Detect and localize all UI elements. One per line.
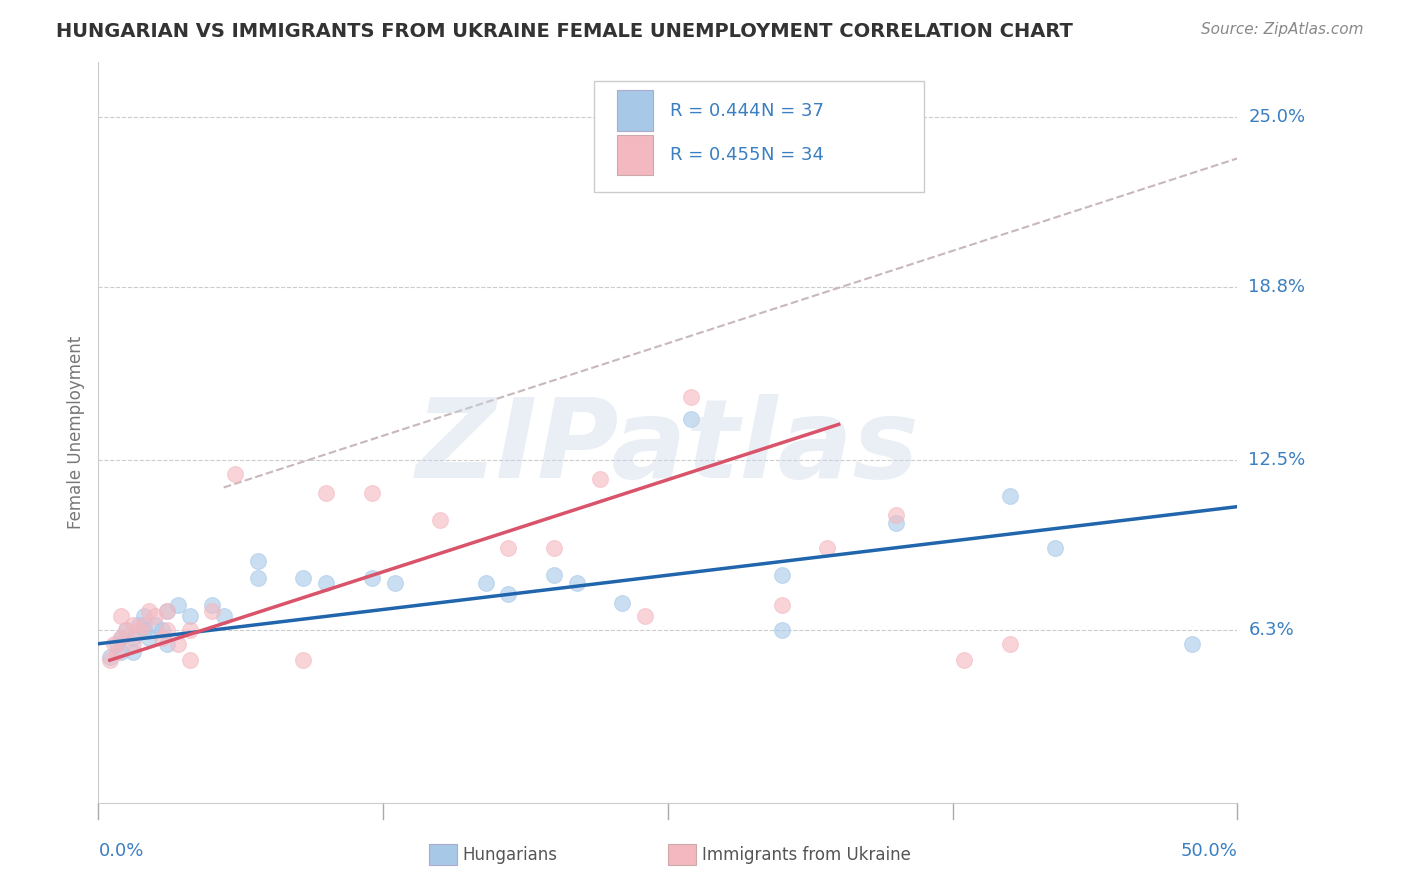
Text: Hungarians: Hungarians <box>463 846 558 863</box>
Point <box>132 623 155 637</box>
Point <box>360 571 382 585</box>
Point <box>498 541 520 555</box>
Point <box>156 637 179 651</box>
Text: ZIPatlas: ZIPatlas <box>416 394 920 501</box>
Point <box>1043 541 1066 555</box>
Text: 50.0%: 50.0% <box>1181 842 1237 860</box>
Point <box>998 637 1021 651</box>
Text: 25.0%: 25.0% <box>1249 108 1306 127</box>
Point <box>167 637 190 651</box>
FancyBboxPatch shape <box>617 90 652 131</box>
Point <box>156 604 179 618</box>
Point <box>770 623 793 637</box>
Point <box>167 599 190 613</box>
Point <box>128 617 150 632</box>
Point <box>98 653 121 667</box>
Point <box>679 390 702 404</box>
Point <box>588 472 610 486</box>
Point <box>110 645 132 659</box>
Point <box>105 645 128 659</box>
FancyBboxPatch shape <box>429 844 457 865</box>
Point <box>128 623 150 637</box>
Point <box>360 486 382 500</box>
Point <box>543 568 565 582</box>
Point <box>110 632 132 646</box>
Text: Source: ZipAtlas.com: Source: ZipAtlas.com <box>1201 22 1364 37</box>
Point <box>634 609 657 624</box>
Point <box>212 609 235 624</box>
Point <box>114 623 136 637</box>
Point <box>292 571 315 585</box>
Point <box>884 508 907 522</box>
Point <box>145 609 167 624</box>
Point <box>121 645 143 659</box>
Text: N = 34: N = 34 <box>761 146 824 164</box>
Point <box>1181 637 1204 651</box>
Text: R = 0.444: R = 0.444 <box>671 102 761 120</box>
Point <box>384 576 406 591</box>
Point <box>156 604 179 618</box>
Point <box>201 599 224 613</box>
Point <box>429 513 451 527</box>
Point <box>150 623 173 637</box>
Point <box>498 587 520 601</box>
Point <box>998 489 1021 503</box>
Point <box>105 637 128 651</box>
Point <box>543 541 565 555</box>
Point <box>179 609 201 624</box>
Point <box>953 653 976 667</box>
Point <box>138 632 160 646</box>
Point <box>884 516 907 530</box>
Point <box>179 653 201 667</box>
FancyBboxPatch shape <box>668 844 696 865</box>
Text: 0.0%: 0.0% <box>98 842 143 860</box>
Text: 12.5%: 12.5% <box>1249 451 1306 469</box>
Point <box>474 576 496 591</box>
Point <box>132 609 155 624</box>
Point <box>150 632 173 646</box>
Point <box>98 650 121 665</box>
Point <box>110 609 132 624</box>
Point <box>179 623 201 637</box>
Point <box>201 604 224 618</box>
Point <box>132 617 155 632</box>
Point <box>121 632 143 646</box>
Point <box>138 604 160 618</box>
Text: 18.8%: 18.8% <box>1249 278 1305 296</box>
Text: HUNGARIAN VS IMMIGRANTS FROM UKRAINE FEMALE UNEMPLOYMENT CORRELATION CHART: HUNGARIAN VS IMMIGRANTS FROM UKRAINE FEM… <box>56 22 1073 41</box>
Text: 6.3%: 6.3% <box>1249 621 1294 639</box>
Point <box>224 467 246 481</box>
Text: N = 37: N = 37 <box>761 102 824 120</box>
Point <box>612 596 634 610</box>
Point <box>315 486 337 500</box>
Y-axis label: Female Unemployment: Female Unemployment <box>66 336 84 529</box>
FancyBboxPatch shape <box>617 135 652 176</box>
Text: Immigrants from Ukraine: Immigrants from Ukraine <box>702 846 911 863</box>
Point <box>815 541 838 555</box>
Point <box>114 623 136 637</box>
Point <box>292 653 315 667</box>
Point <box>110 632 132 646</box>
Point <box>770 599 793 613</box>
Text: R = 0.455: R = 0.455 <box>671 146 761 164</box>
Point <box>121 637 143 651</box>
Point <box>246 571 269 585</box>
Point <box>121 617 143 632</box>
Point <box>315 576 337 591</box>
Point <box>145 617 167 632</box>
Point <box>679 412 702 426</box>
Point <box>770 568 793 582</box>
Point <box>156 623 179 637</box>
Point <box>103 637 125 651</box>
FancyBboxPatch shape <box>593 81 924 192</box>
Point <box>565 576 588 591</box>
Point <box>246 554 269 568</box>
